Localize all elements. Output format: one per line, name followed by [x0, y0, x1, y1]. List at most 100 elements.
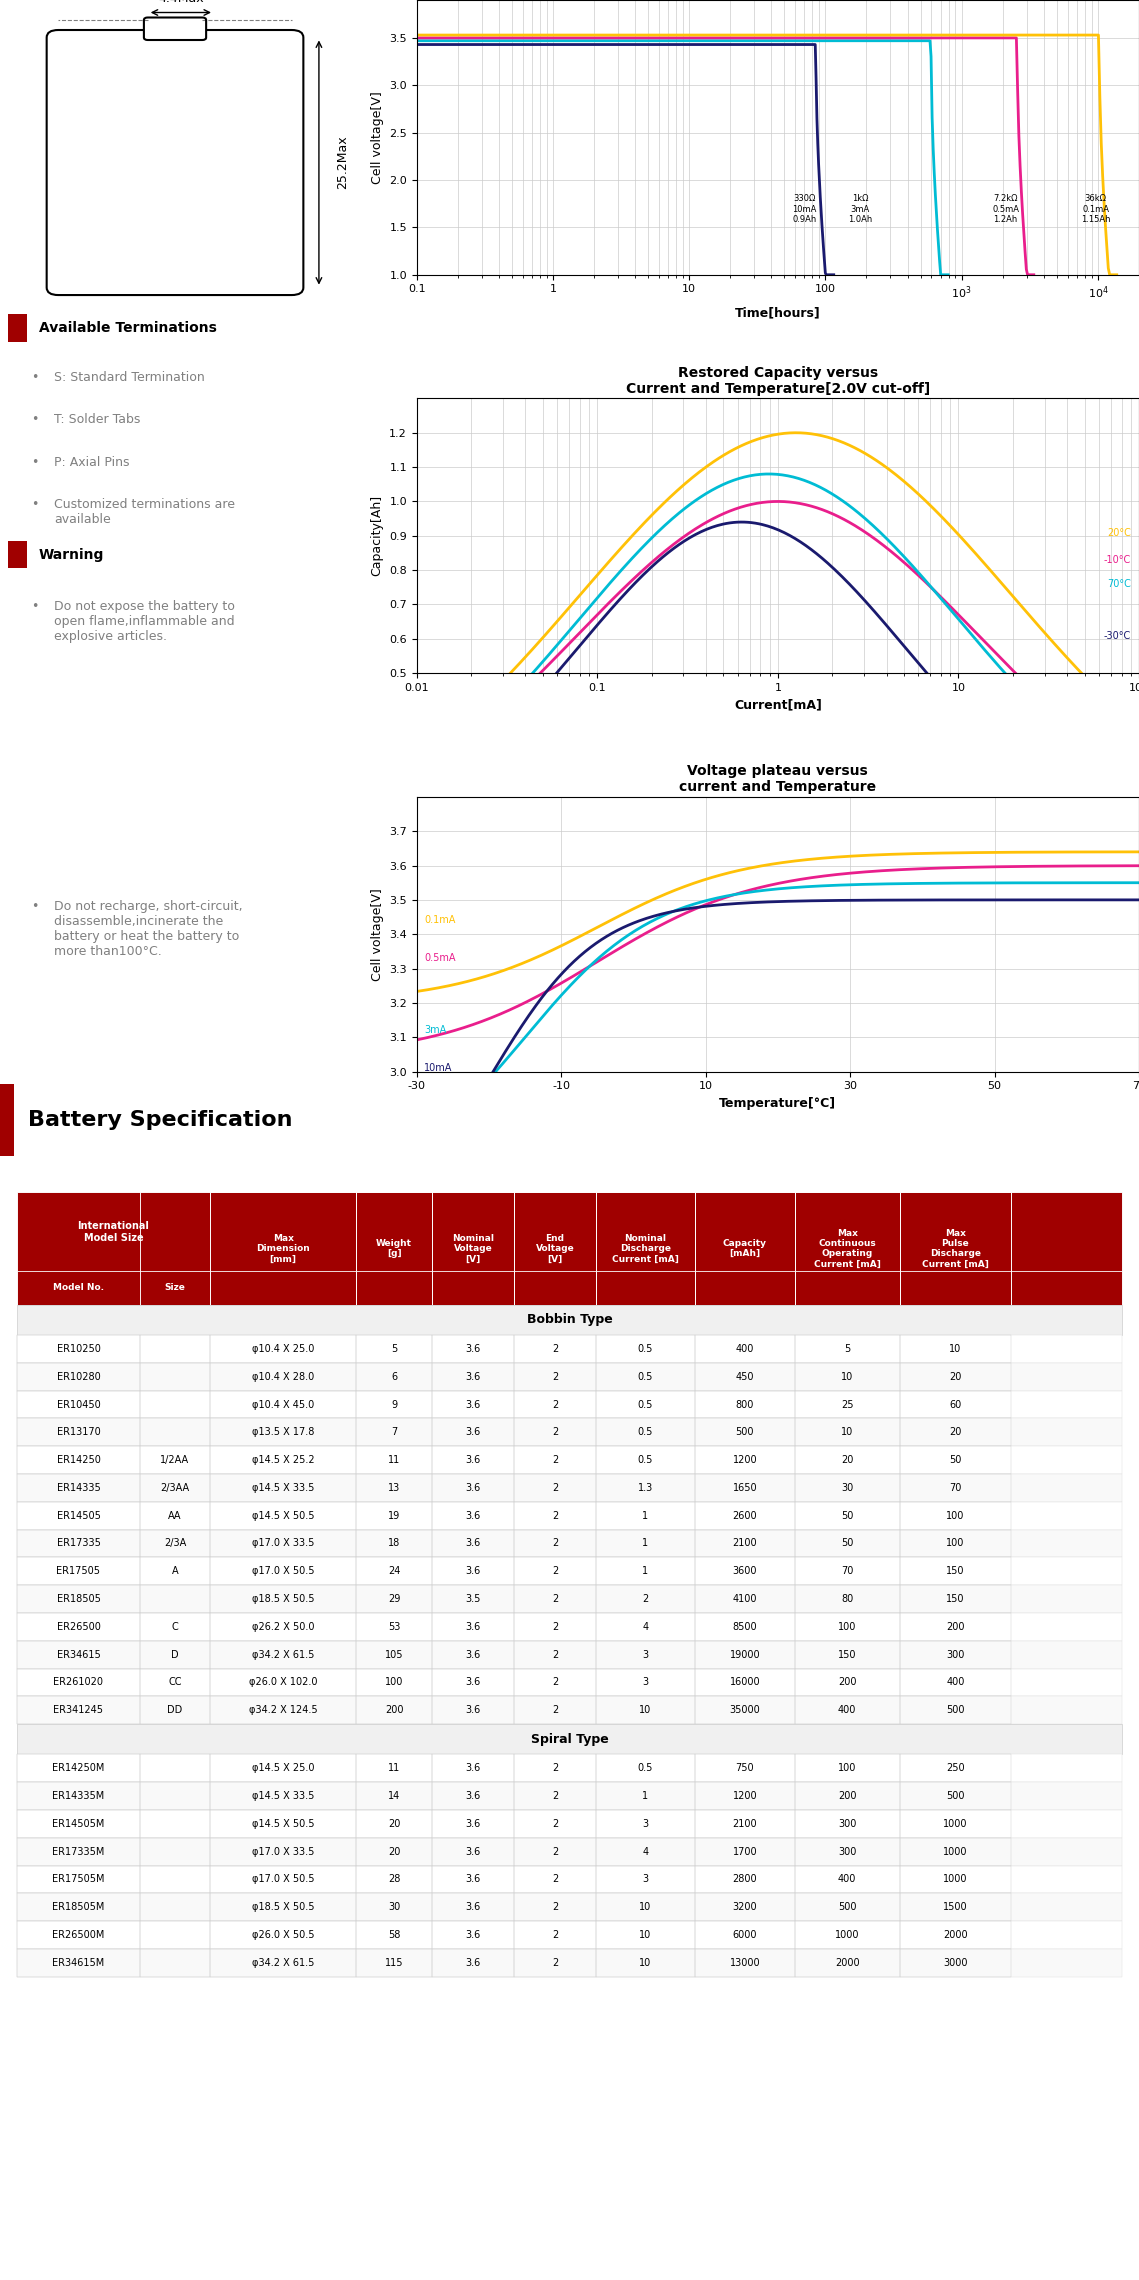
- X-axis label: Time[hours]: Time[hours]: [735, 306, 821, 319]
- Text: 1700: 1700: [732, 1847, 757, 1856]
- Text: 3.6: 3.6: [466, 1343, 481, 1354]
- Bar: [140, 1418, 210, 1446]
- Bar: [210, 1446, 357, 1473]
- Bar: [140, 1336, 210, 1363]
- Bar: [210, 1557, 357, 1585]
- Text: 2: 2: [551, 1455, 558, 1466]
- Bar: [596, 1810, 695, 1838]
- Bar: [140, 1892, 210, 1922]
- Text: 7: 7: [391, 1427, 398, 1436]
- Text: 2100: 2100: [732, 1539, 757, 1548]
- Bar: [357, 1892, 432, 1922]
- Text: •: •: [31, 456, 39, 470]
- Bar: [695, 1192, 795, 1304]
- Text: 1500: 1500: [943, 1902, 968, 1913]
- Bar: [514, 1753, 596, 1783]
- Bar: [357, 1612, 432, 1642]
- Text: φ26.0 X 50.5: φ26.0 X 50.5: [252, 1929, 314, 1940]
- Text: 0.5: 0.5: [638, 1455, 653, 1466]
- Text: 16000: 16000: [730, 1678, 760, 1687]
- Bar: [140, 1530, 210, 1557]
- Bar: [695, 1838, 795, 1865]
- Text: 3: 3: [642, 1874, 648, 1883]
- Text: 100: 100: [838, 1621, 857, 1632]
- Text: 2: 2: [551, 1819, 558, 1829]
- Text: Max
Continuous
Operating
Current [mA]: Max Continuous Operating Current [mA]: [813, 1229, 880, 1268]
- Bar: [596, 1783, 695, 1810]
- Text: 20: 20: [841, 1455, 853, 1466]
- Text: 2: 2: [551, 1343, 558, 1354]
- Bar: [17, 1922, 1122, 1949]
- Bar: [210, 1892, 357, 1922]
- Text: 1650: 1650: [732, 1482, 757, 1493]
- Text: φ17.0 X 50.5: φ17.0 X 50.5: [252, 1874, 314, 1883]
- Text: ER34615M: ER34615M: [52, 1959, 105, 1968]
- Text: 50: 50: [841, 1512, 853, 1521]
- Text: 10: 10: [639, 1929, 652, 1940]
- Text: 330Ω
10mA
0.9Ah: 330Ω 10mA 0.9Ah: [793, 194, 817, 223]
- Bar: [357, 1838, 432, 1865]
- Bar: [17, 1336, 140, 1363]
- Bar: [795, 1363, 900, 1391]
- Bar: [17, 1892, 1122, 1922]
- Text: Bobbin Type: Bobbin Type: [526, 1313, 613, 1327]
- Text: 2: 2: [551, 1566, 558, 1575]
- Bar: [596, 1503, 695, 1530]
- Text: 80: 80: [841, 1594, 853, 1605]
- Bar: [432, 1557, 514, 1585]
- Bar: [795, 1557, 900, 1585]
- Bar: [514, 1503, 596, 1530]
- Text: C: C: [172, 1621, 179, 1632]
- Text: φ34.2 X 124.5: φ34.2 X 124.5: [248, 1705, 318, 1715]
- Bar: [596, 1612, 695, 1642]
- Text: 2100: 2100: [732, 1819, 757, 1829]
- Text: ER14505M: ER14505M: [52, 1819, 105, 1829]
- Bar: [17, 1270, 1122, 1304]
- Bar: [17, 1473, 140, 1503]
- Bar: [432, 1585, 514, 1612]
- Text: ER261020: ER261020: [54, 1678, 104, 1687]
- Text: φ14.5 X 33.5: φ14.5 X 33.5: [252, 1792, 314, 1801]
- Text: φ17.0 X 33.5: φ17.0 X 33.5: [252, 1847, 314, 1856]
- Bar: [0, 1083, 14, 1156]
- Text: ER10280: ER10280: [57, 1373, 100, 1382]
- Text: 1000: 1000: [835, 1929, 860, 1940]
- Bar: [17, 1503, 1122, 1530]
- Bar: [596, 1473, 695, 1503]
- Bar: [900, 1612, 1010, 1642]
- Text: 20°C: 20°C: [1107, 527, 1131, 538]
- Bar: [514, 1192, 596, 1304]
- Bar: [596, 1363, 695, 1391]
- Text: 5: 5: [391, 1343, 398, 1354]
- Text: 300: 300: [947, 1651, 965, 1660]
- Text: 3.6: 3.6: [466, 1792, 481, 1801]
- Bar: [432, 1810, 514, 1838]
- Text: ER341245: ER341245: [54, 1705, 104, 1715]
- Text: 3.6: 3.6: [466, 1400, 481, 1409]
- Bar: [17, 1612, 1122, 1642]
- Text: φ18.5 X 50.5: φ18.5 X 50.5: [252, 1594, 314, 1605]
- Text: International
Model Size: International Model Size: [77, 1220, 149, 1243]
- Bar: [695, 1892, 795, 1922]
- Text: 100: 100: [947, 1539, 965, 1548]
- Text: 0.1mA: 0.1mA: [424, 917, 456, 926]
- Bar: [695, 1642, 795, 1669]
- Bar: [900, 1838, 1010, 1865]
- Text: 3.6: 3.6: [466, 1482, 481, 1493]
- Bar: [795, 1783, 900, 1810]
- Bar: [596, 1192, 695, 1304]
- Text: 2: 2: [551, 1400, 558, 1409]
- Bar: [17, 1810, 140, 1838]
- Text: 36kΩ
0.1mA
1.15Ah: 36kΩ 0.1mA 1.15Ah: [1081, 194, 1111, 223]
- Text: -10°C: -10°C: [1104, 556, 1131, 565]
- Bar: [357, 1696, 432, 1724]
- Bar: [17, 1838, 140, 1865]
- Text: ER26500: ER26500: [57, 1621, 100, 1632]
- Text: Model No.: Model No.: [54, 1284, 104, 1293]
- Text: 2: 2: [551, 1539, 558, 1548]
- Text: Max
Dimension
[mm]: Max Dimension [mm]: [256, 1233, 310, 1263]
- Text: 0.5: 0.5: [638, 1427, 653, 1436]
- Bar: [795, 1922, 900, 1949]
- Text: φ10.4 X 25.0: φ10.4 X 25.0: [252, 1343, 314, 1354]
- Title: Restored Capacity versus
Current and Temperature[2.0V cut-off]: Restored Capacity versus Current and Tem…: [625, 365, 929, 397]
